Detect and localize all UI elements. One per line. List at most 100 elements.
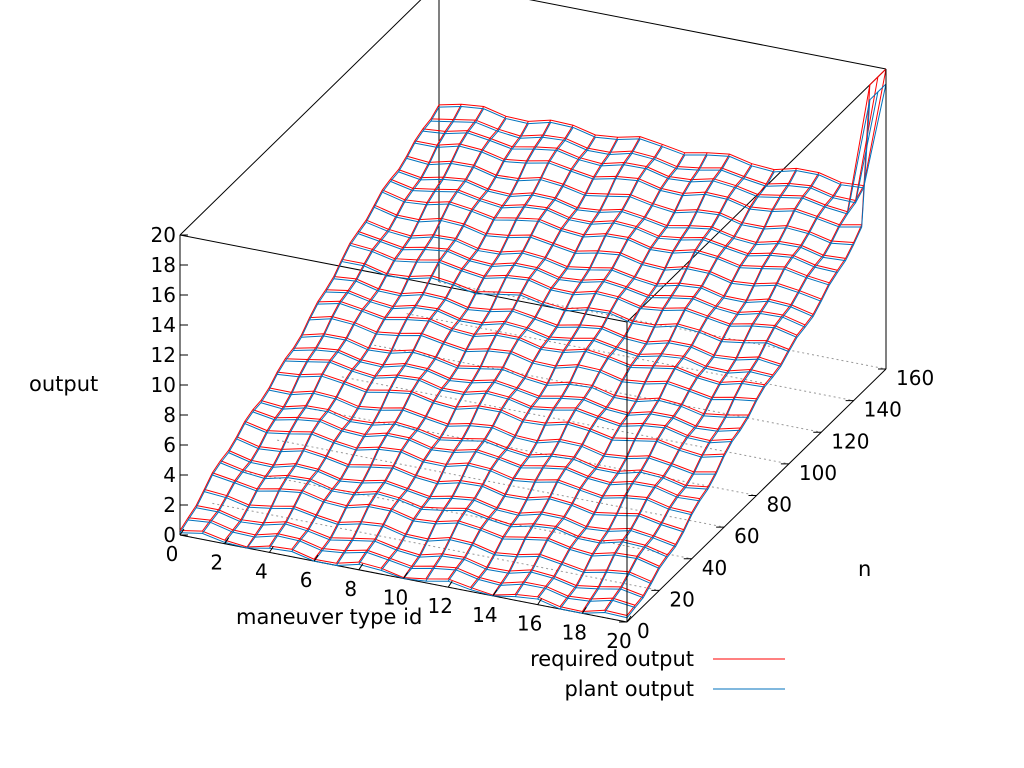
x-tick-label: 10 (383, 586, 408, 610)
x-tick-label: 16 (517, 612, 542, 636)
surface-mesh-line (301, 335, 749, 418)
x-tick (313, 554, 319, 562)
surface-mesh-line (277, 371, 725, 456)
x-tick (224, 537, 230, 544)
surface-mesh-line (398, 171, 846, 262)
legend-label-plant: plant output (564, 677, 694, 701)
surface-mesh-line (220, 462, 668, 558)
x-tick-label: 20 (606, 629, 631, 653)
surface-mesh-line (220, 460, 668, 556)
z-tick-label: 18 (151, 253, 176, 277)
surface-mesh-line (252, 411, 700, 502)
surface-mesh-line (430, 76, 879, 202)
floor-gridline (374, 344, 822, 433)
floor-gridline (277, 439, 725, 528)
surface-mesh-line (333, 278, 781, 367)
y-tick-label: 20 (669, 587, 694, 611)
box-edge (528, 0, 887, 70)
y-tick-label: 160 (896, 366, 934, 390)
y-tick-label: 100 (799, 461, 837, 485)
z-axis-label: output (29, 372, 98, 396)
y-axis-label: n (858, 557, 871, 581)
surface-mesh-line (325, 289, 773, 376)
z-tick-label: 12 (151, 343, 176, 367)
surface-mesh-line (349, 242, 798, 336)
surface-mesh-line (196, 507, 644, 599)
surface-mesh-line (212, 474, 660, 569)
surface-mesh-line (390, 178, 838, 271)
surface-mesh-line (398, 169, 846, 259)
surface-mesh-line (244, 420, 692, 514)
surface-mesh-line (406, 157, 854, 246)
z-tick-label: 10 (151, 373, 176, 397)
surface-mesh-line (204, 491, 652, 585)
box-edge (626, 68, 887, 323)
x-tick-label: 2 (210, 551, 223, 575)
surface-mesh-line (357, 233, 806, 328)
z-tick-label: 8 (163, 403, 176, 427)
surface-mesh-line (382, 189, 830, 284)
surface-mesh-line (422, 84, 871, 213)
x-tick-label: 6 (300, 568, 313, 592)
surface-mesh-line (293, 349, 741, 432)
z-tick-label: 0 (163, 523, 176, 547)
surface-mesh-line (293, 347, 741, 430)
floor-gridline (212, 502, 660, 591)
z-tick-label: 20 (151, 223, 176, 247)
surface-mesh-line (285, 358, 733, 442)
surface-mesh-line (252, 409, 700, 500)
surface-mesh-line (382, 191, 830, 286)
surface-mesh-line (244, 423, 692, 516)
x-tick-label: 8 (344, 577, 357, 601)
x-tick (447, 580, 453, 588)
floor-gridline (309, 408, 757, 496)
surface-mesh-line (430, 91, 879, 204)
y-tick-label: 140 (864, 398, 902, 422)
surface-mesh-line (236, 436, 684, 531)
surface-mesh-line (374, 206, 822, 302)
x-tick-label: 12 (427, 594, 452, 618)
x-tick-label: 14 (472, 603, 497, 627)
surface-mesh-line (212, 472, 660, 567)
surface-mesh-line (438, 68, 887, 187)
surface-mesh-line (277, 373, 725, 458)
plot-box-front (626, 69, 887, 622)
y-tick-label: 120 (831, 429, 869, 453)
surface-mesh-line (268, 387, 717, 473)
surface-mesh-line (317, 303, 765, 388)
surface-mesh-line (341, 258, 790, 350)
plant-output-surface (179, 83, 887, 619)
surface-mesh-line (422, 99, 871, 215)
z-tick-label: 14 (151, 313, 176, 337)
floor-gridline (244, 471, 692, 560)
surface-mesh-line (333, 276, 781, 365)
x-tick (403, 572, 408, 579)
x-tick-label: 0 (166, 542, 179, 566)
surface-mesh-line (309, 315, 757, 400)
surface-mesh-line (260, 402, 708, 490)
surface-mesh-line (224, 106, 485, 541)
legend: required output plant output (530, 647, 785, 701)
y-tick-label: 0 (637, 619, 650, 643)
surface-mesh-line (438, 83, 887, 189)
surface-mesh-line (285, 360, 733, 444)
surface-mesh-line (406, 155, 854, 243)
surface-mesh-line (309, 318, 757, 402)
surface-mesh-line (188, 517, 636, 606)
z-tick-label: 6 (163, 433, 176, 457)
surface-mesh-line (317, 300, 765, 386)
surface-mesh-line (228, 449, 676, 545)
required-output-surface (179, 68, 887, 617)
x-axis-label: maneuver type id (236, 605, 422, 629)
surface-mesh-line (357, 230, 806, 326)
floor-grid (179, 281, 887, 623)
surface-mesh-line (390, 180, 838, 273)
box-edge (179, 0, 422, 236)
legend-label-required: required output (530, 647, 694, 671)
z-tick-label: 2 (163, 493, 176, 517)
y-tick-label: 40 (702, 556, 727, 580)
surface-mesh-line (301, 333, 749, 416)
x-tick (626, 615, 632, 623)
surface-mesh-line (414, 140, 862, 226)
